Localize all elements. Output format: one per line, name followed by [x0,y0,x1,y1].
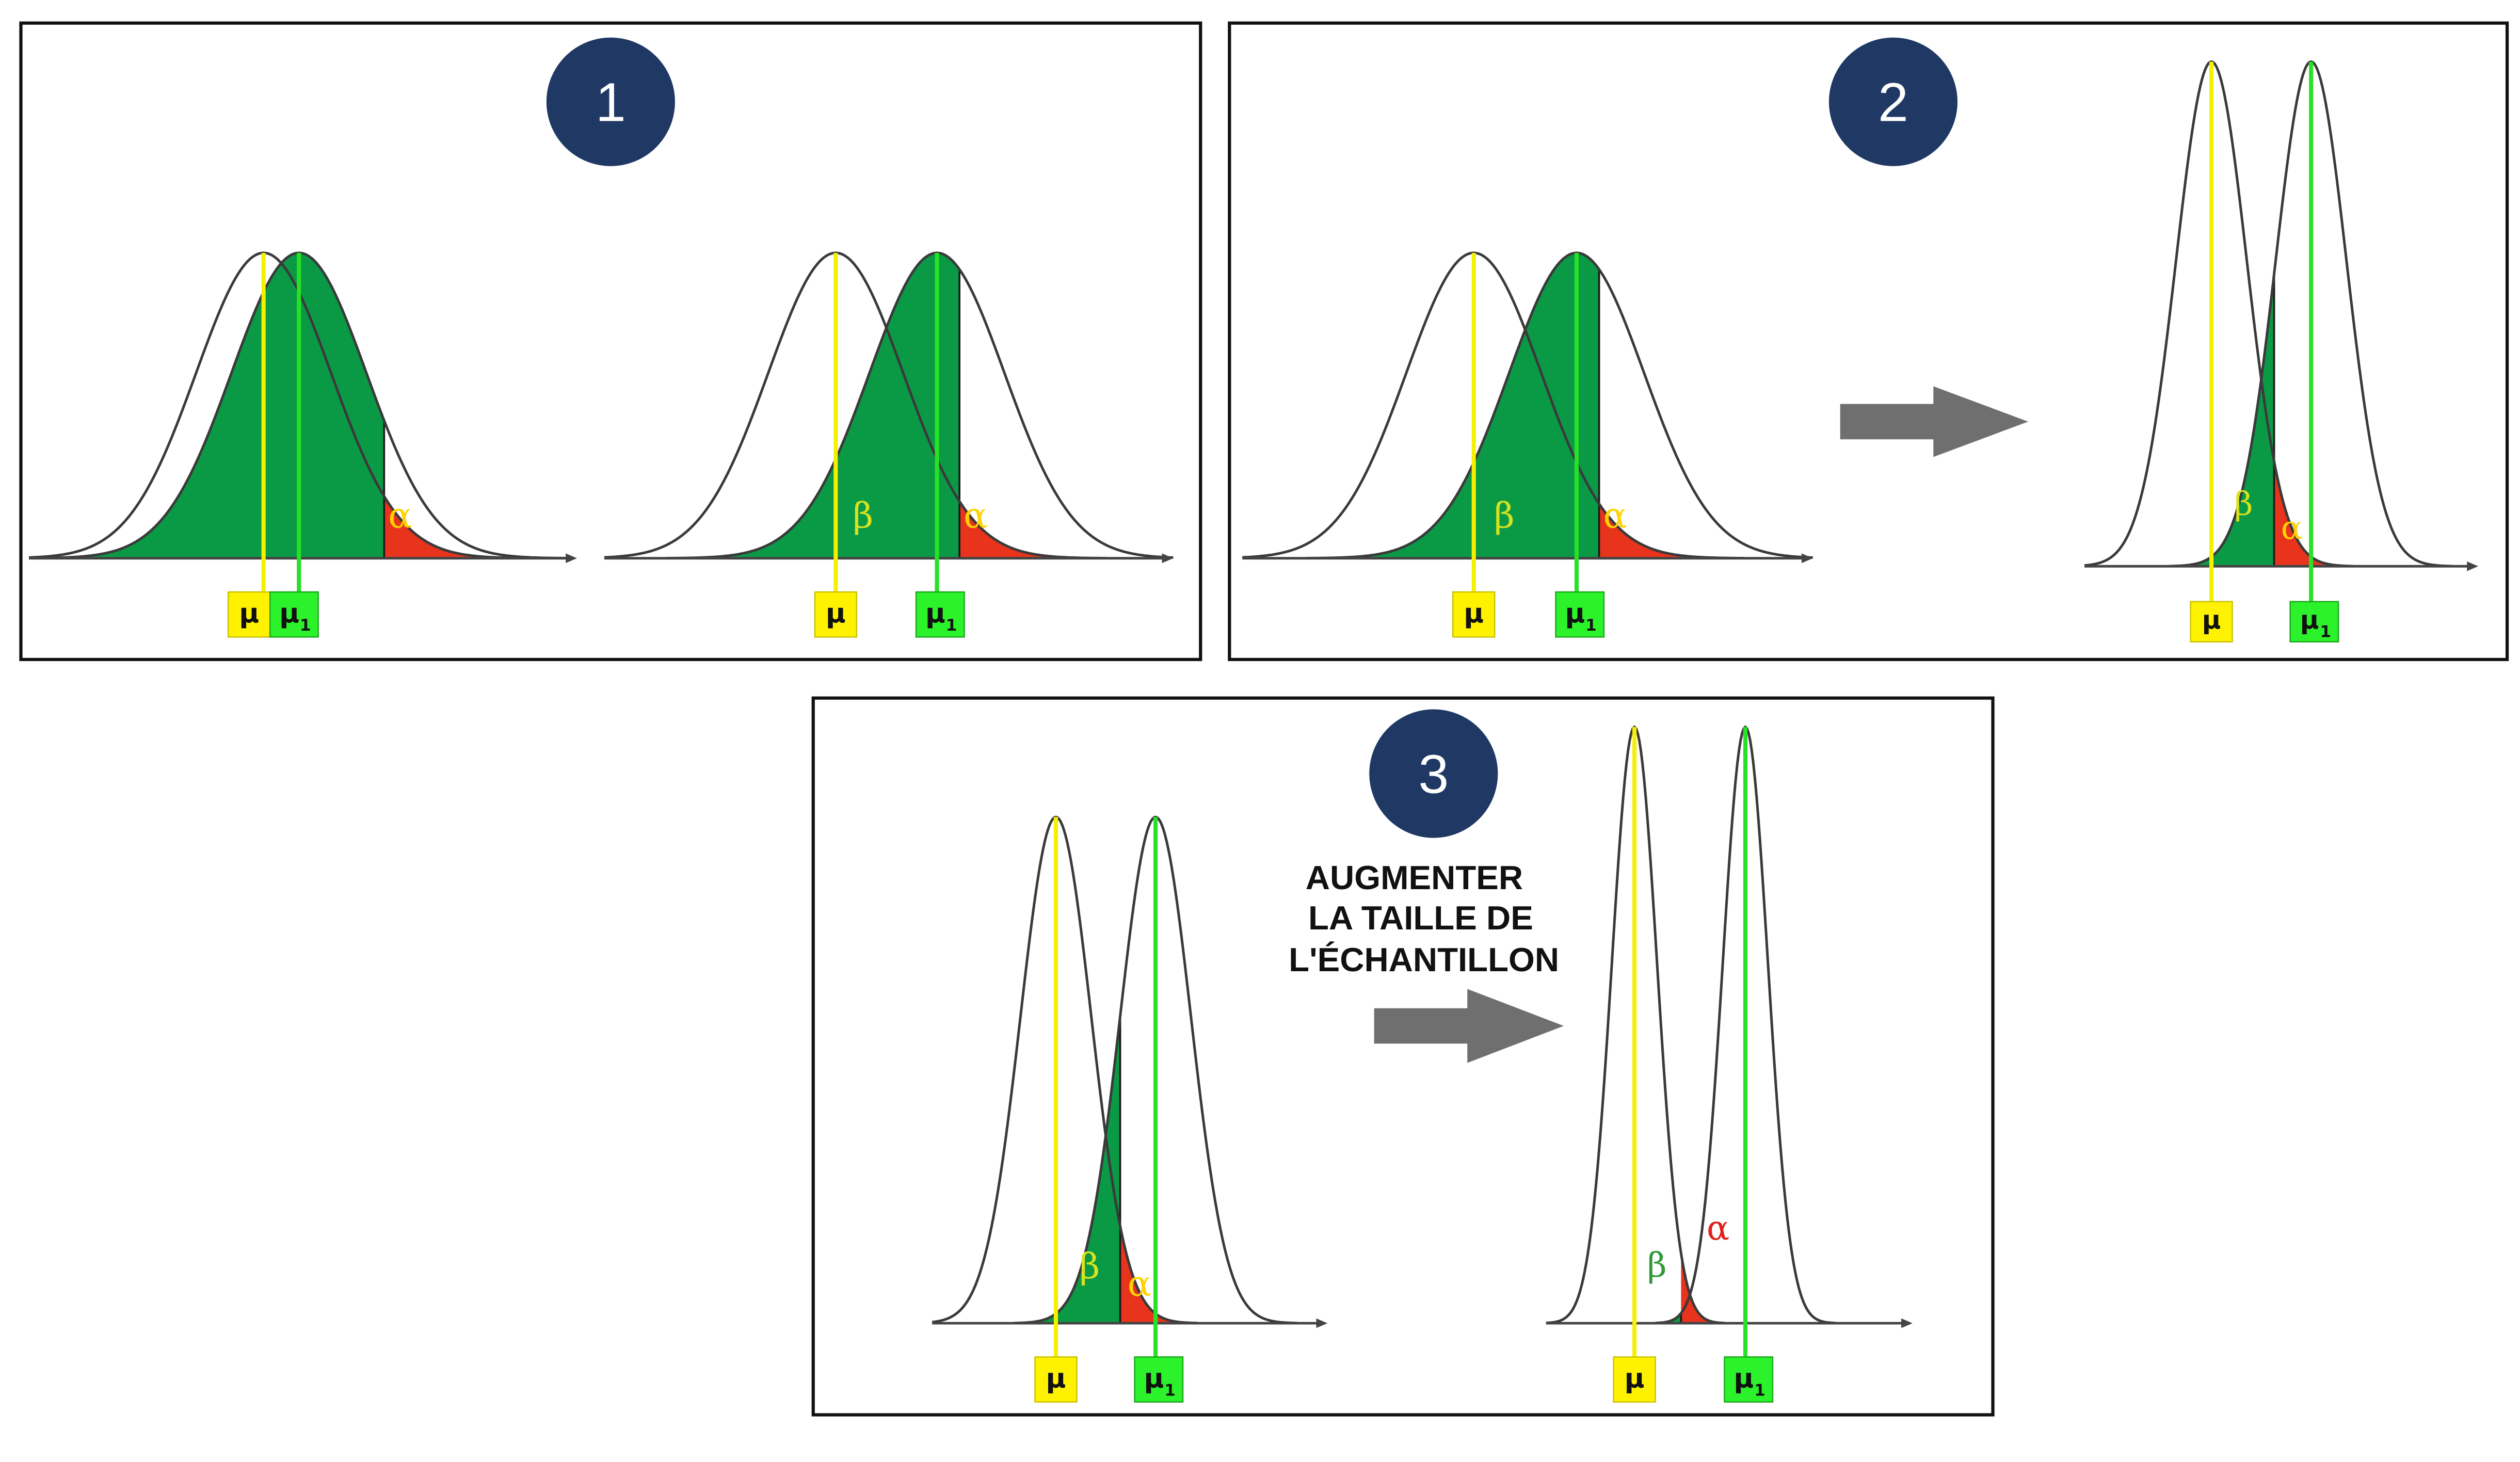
right-arrow-icon [1374,989,1564,1063]
null-distribution-curve [1242,251,1744,560]
mu1-label: μ [1733,1363,1754,1394]
panel-1-number: 1 [596,72,626,133]
panel-3-badge: 3 [1369,709,1498,838]
mu-label: μ [826,598,846,629]
mu1-subscript: 1 [1585,616,1597,635]
mu-label: μ [239,598,259,629]
mu1-subscript: 1 [2320,622,2331,641]
axis-arrowhead-icon [1801,553,1813,564]
mu-box [814,591,858,638]
mu1-box [2289,601,2339,642]
panel-3-diagrams: β αμ μ 1 βαμ μ 1 [932,725,1913,1403]
mu-label: μ [2202,605,2221,635]
mu1-label: μ [925,598,945,629]
panel-1-badge: 1 [546,37,675,166]
alpha-label: α [1603,495,1627,537]
caption-line-3: L'ÉCHANTILLON [1289,941,1559,978]
alternative-distribution-curve [1306,251,1813,560]
mu1-subscript: 1 [1164,1381,1176,1400]
alpha-region [2274,461,2353,567]
mu-label: μ [1046,1363,1066,1394]
mu-box [1452,591,1496,638]
mu1-box [1134,1356,1184,1403]
panel-1-diagrams: αμ μ 1 β αμ μ 1 [28,251,1174,638]
mu1-label: μ [2300,605,2319,635]
alpha-label: α [1707,1209,1729,1248]
alpha-region [1681,1253,1725,1324]
mu1-box [1724,1356,1774,1403]
mu1-subscript: 1 [300,616,311,635]
axis-arrowhead-icon [1162,553,1174,564]
mu1-label: μ [1565,598,1585,629]
alpha-label: α [2281,509,2303,547]
panel-2-number: 2 [1878,72,1908,133]
alpha-label: α [1128,1263,1151,1305]
alpha-region [384,496,534,558]
mu-box [2190,601,2233,642]
caption-line-1: AUGMENTER [1306,859,1523,896]
right-arrow-icon [1840,386,2029,457]
mu-box [1613,1356,1656,1403]
alternative-distribution-curve [667,251,1174,560]
panel-3-number: 3 [1418,744,1449,805]
alpha-region [1599,504,1744,558]
mu-label: μ [1464,598,1484,629]
beta-label: β [853,495,873,537]
panel-2-badge: 2 [1828,37,1958,166]
beta-region [2170,274,2274,567]
distribution-diagram: αμ μ 1 [28,251,577,638]
null-distribution-curve [932,815,1198,1325]
panel-2-arrow [1840,386,2029,457]
axis-arrowhead-icon [1901,1318,1913,1328]
mu-box [1034,1356,1078,1403]
beta-region [1014,1016,1120,1324]
beta-region [1655,1313,1681,1324]
mu-label: μ [1625,1363,1645,1394]
beta-label: β [1494,495,1515,537]
mu1-subscript: 1 [1754,1381,1765,1400]
beta-region [29,253,384,558]
mu1-label: μ [1144,1363,1164,1394]
mu1-label: μ [279,598,299,629]
beta-label: β [1080,1246,1100,1287]
mu1-box [915,591,965,638]
panel-3-caption: AUGMENTER LA TAILLE DE L'ÉCHANTILLON [1289,859,1559,978]
alpha-label: α [388,495,412,537]
null-distribution-curve [2084,60,2353,568]
null-distribution-curve [604,251,1106,560]
panel-3-arrow [1374,989,1564,1063]
beta-label: β [1647,1246,1667,1285]
mu1-subscript: 1 [946,616,957,635]
alpha-region [1120,1226,1198,1324]
caption-line-2: LA TAILLE DE [1308,899,1533,937]
alpha-region [959,501,1106,558]
alpha-label: α [964,495,987,537]
mu1-box [1555,591,1605,638]
axis-arrowhead-icon [566,553,577,564]
beta-label: β [2234,485,2253,523]
axis-arrowhead-icon [1316,1318,1328,1328]
mu1-box [269,591,319,638]
axis-arrowhead-icon [2467,561,2479,571]
panel-2-diagrams: β αμ μ 1 βαμ μ 1 [1242,60,2479,642]
